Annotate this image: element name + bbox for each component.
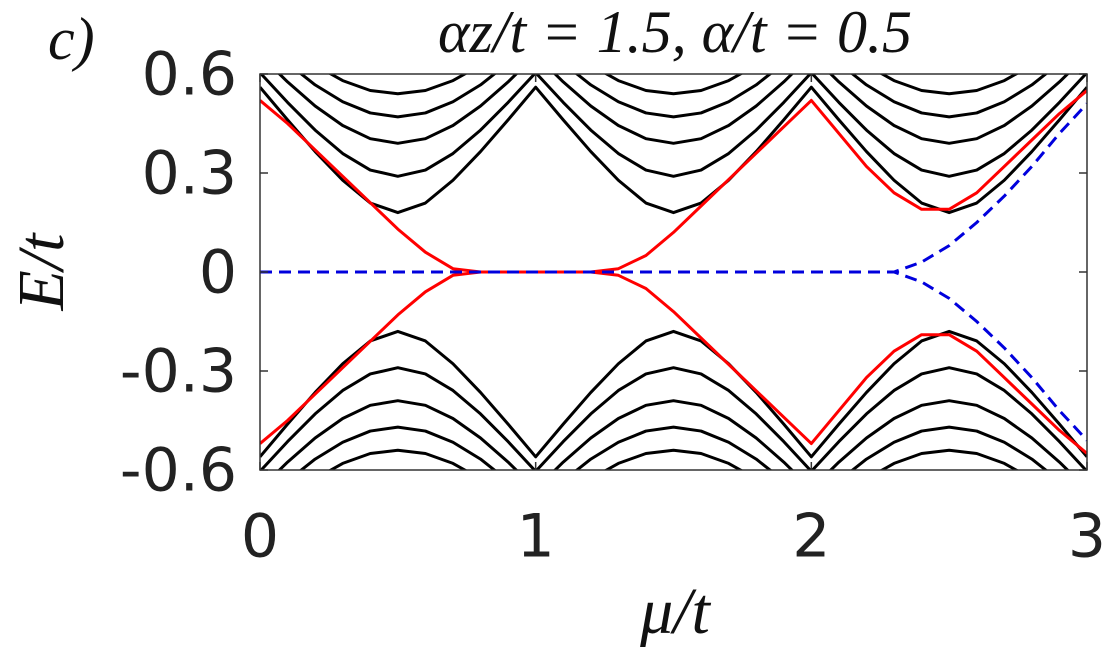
data-line [260,270,1087,455]
panel-label: c) [48,6,95,72]
x-tick-label: 1 [517,502,555,572]
y-tick-label: -0.3 [120,337,237,407]
chart-title: αz/t = 1.5, α/t = 0.5 [438,0,912,65]
data-line [327,74,1020,96]
x-axis-label: μ/t [639,575,711,648]
data-line [260,74,1087,178]
data-line [277,399,1070,470]
x-tick-label: 0 [241,502,279,572]
x-tick-label: 3 [1068,502,1106,572]
data-line [327,448,1020,470]
y-axis-label: E/t [5,232,78,312]
data-line [298,425,1049,470]
data-line [260,102,1087,274]
data-line [260,329,1087,459]
data-line [260,85,1087,215]
y-tick-label: 0.3 [142,139,237,209]
plot-lines [260,74,1087,470]
y-tick-label: -0.6 [120,436,237,506]
data-line [277,74,1070,145]
data-line [260,270,1087,442]
data-line [260,89,1087,274]
y-tick-label: 0 [199,238,237,308]
x-tick-label: 2 [792,502,830,572]
data-line [260,366,1087,470]
data-line [298,74,1049,119]
y-tick-label: 0.6 [142,40,237,110]
